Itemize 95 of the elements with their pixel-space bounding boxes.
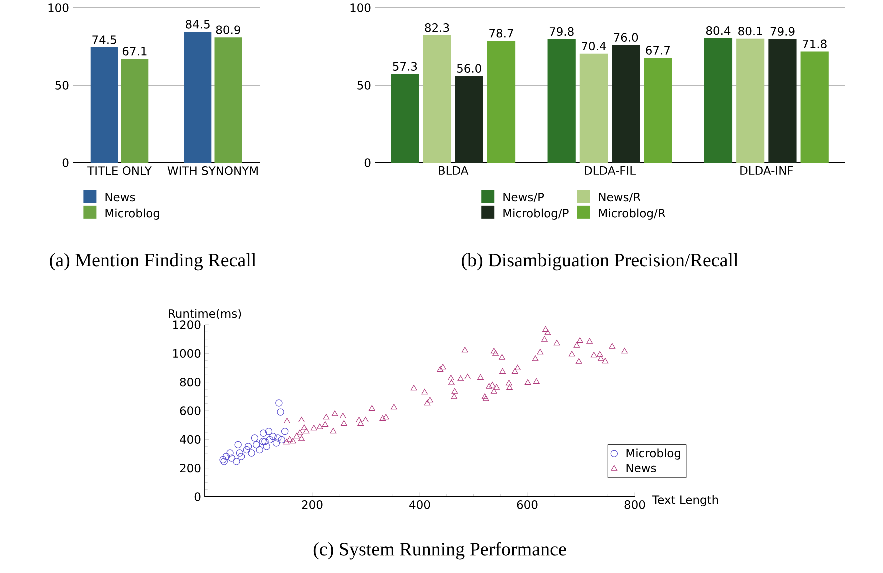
y-tick-label: 1000: [173, 349, 201, 358]
bar: [90, 48, 118, 163]
point: [256, 446, 264, 454]
x-tick-label: TITLE ONLY: [88, 166, 152, 176]
legend-label: Microblog: [106, 208, 160, 220]
data-label: 79.9: [770, 27, 795, 36]
bar: [391, 74, 420, 163]
data-label: 70.4: [582, 42, 606, 51]
y-tick-label: 400: [180, 435, 201, 444]
data-label: 80.9: [216, 26, 240, 34]
data-label: 56.0: [457, 64, 482, 73]
point: [262, 438, 269, 446]
y-tick-label: 50: [56, 81, 69, 90]
point: [220, 458, 228, 466]
x-tick-label: WITH SYNONYM: [168, 166, 258, 176]
legend-label: News/P: [504, 193, 544, 203]
data-label: 84.5: [186, 20, 210, 29]
legend-label: News: [106, 193, 136, 202]
point: [276, 400, 283, 407]
data-label: 67.7: [646, 46, 670, 55]
point: [238, 453, 246, 460]
point: [274, 434, 282, 442]
bar: [214, 38, 242, 163]
x-tick-label: DLDA-FIL: [585, 166, 636, 175]
legend-label: Microblog: [626, 448, 680, 460]
x-tick-label: 200: [302, 500, 323, 510]
bar: [487, 41, 516, 163]
bar: [736, 38, 765, 163]
point: [260, 430, 268, 437]
y-tick-label: 600: [180, 406, 201, 416]
point: [259, 438, 267, 446]
point: [272, 440, 280, 447]
point: [228, 454, 236, 462]
point: [265, 428, 273, 436]
point: [233, 458, 240, 466]
y-axis-title: Runtime(ms): [169, 309, 242, 320]
x-tick-label: 400: [410, 500, 430, 510]
point: [236, 450, 244, 457]
point: [222, 453, 230, 460]
bar: [184, 32, 212, 163]
x-tick-label: BLDA: [439, 166, 469, 175]
bar: [768, 39, 797, 163]
y-tick-label: 0: [364, 158, 371, 168]
legend-label: News: [626, 464, 656, 473]
point: [270, 433, 277, 440]
point: [263, 443, 270, 450]
y-tick-label: 200: [180, 464, 201, 473]
legend-label: News/R: [599, 193, 641, 203]
text: (c) System Running Performance: [314, 542, 566, 560]
point: [281, 428, 289, 436]
text: (b) Disambiguation Precision/Recall: [462, 253, 738, 271]
data-label: 74.5: [92, 36, 116, 44]
point: [244, 443, 252, 450]
bar: [612, 45, 640, 163]
bar: [644, 58, 672, 163]
point: [278, 436, 286, 444]
y-tick-label: 100: [350, 4, 371, 12]
y-tick-label: 800: [180, 378, 201, 387]
point: [234, 441, 242, 449]
point: [243, 446, 251, 454]
data-label: 80.4: [706, 26, 731, 36]
bar: [580, 54, 608, 163]
x-tick-label: 600: [517, 500, 538, 510]
x-axis-title: Text Length: [652, 495, 718, 507]
bar: [121, 58, 149, 163]
bar: [704, 38, 733, 163]
data-label: 82.3: [425, 24, 450, 32]
y-tick-label: 100: [48, 4, 69, 12]
legend-label: Microblog/P: [504, 208, 569, 220]
bar: [800, 52, 829, 163]
point: [226, 450, 234, 457]
point: [253, 441, 260, 449]
point: [266, 436, 274, 444]
bar: [455, 76, 484, 163]
data-label: 79.8: [550, 27, 574, 36]
x-tick-label: 800: [624, 500, 646, 510]
legend-label: Microblog/R: [599, 208, 666, 220]
y-tick-label: 0: [194, 492, 201, 502]
point: [248, 450, 256, 457]
point: [251, 434, 259, 442]
bar: [548, 39, 576, 163]
data-label: 67.1: [122, 47, 147, 56]
point: [220, 456, 227, 464]
point: [277, 408, 284, 416]
data-label: 57.3: [393, 62, 418, 71]
y-tick-label: 1200: [173, 320, 201, 330]
text: (a) Mention Finding Recall: [50, 253, 256, 271]
data-label: 71.8: [802, 40, 827, 48]
data-label: 78.7: [490, 29, 514, 38]
x-tick-label: DLDA-INF: [740, 166, 794, 175]
data-label: 76.0: [614, 33, 638, 42]
y-tick-label: 50: [358, 81, 371, 90]
y-tick-label: 0: [62, 158, 69, 168]
data-label: 80.1: [738, 26, 762, 36]
bar: [423, 35, 452, 163]
